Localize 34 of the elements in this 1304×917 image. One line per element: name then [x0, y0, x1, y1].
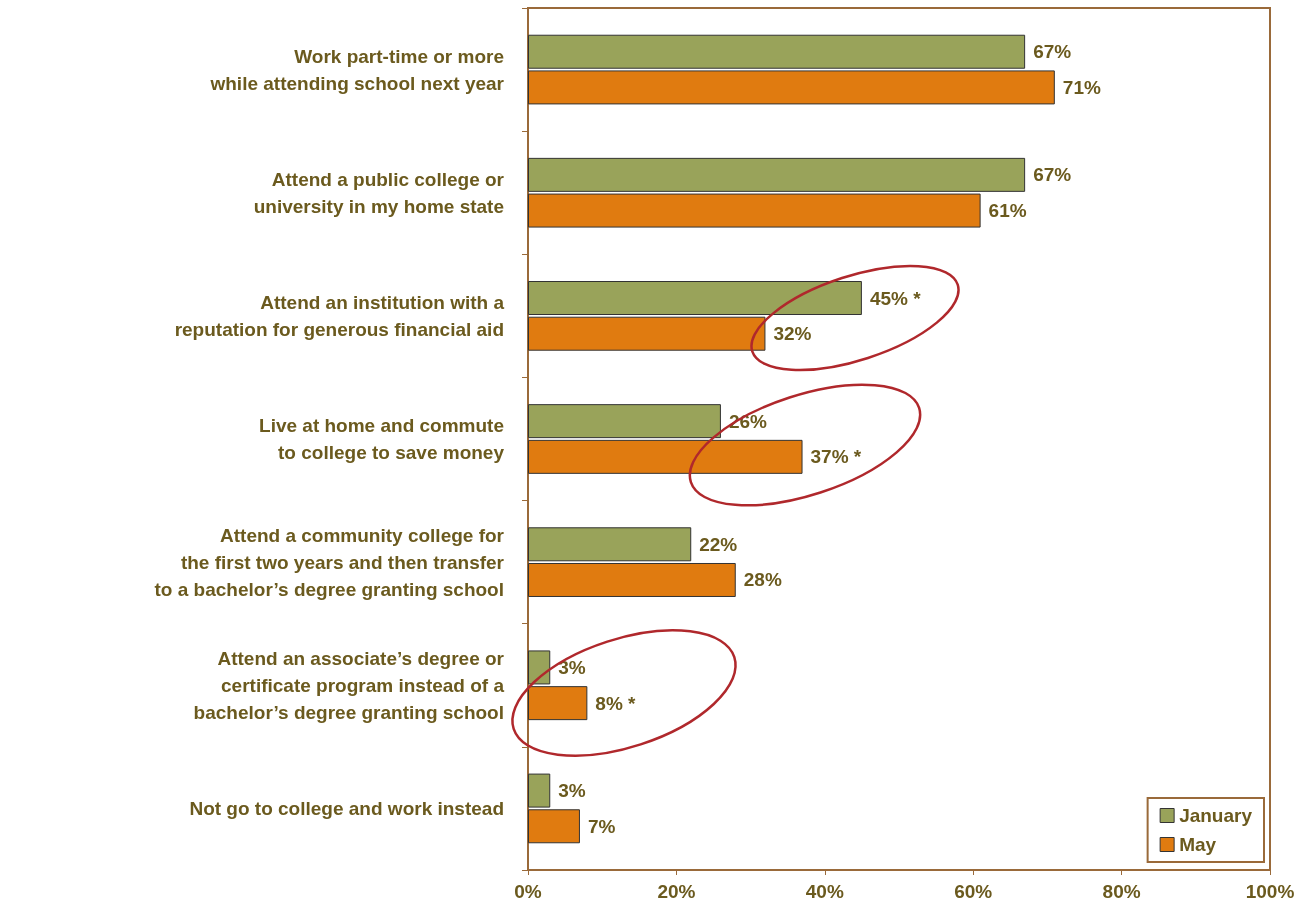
data-label: 3%: [558, 656, 586, 678]
x-tick-label: 0%: [514, 881, 542, 902]
data-label: 8% *: [595, 692, 637, 714]
data-label: 3%: [558, 780, 586, 802]
data-label: 71%: [1062, 76, 1101, 98]
data-label: 67%: [1033, 164, 1072, 186]
data-label: 7%: [587, 815, 616, 837]
bar: [528, 281, 862, 316]
x-tick-label: 80%: [1102, 881, 1141, 902]
bar: [528, 404, 721, 439]
bar: [528, 562, 736, 597]
data-label: 22%: [699, 533, 738, 555]
y-tick-label: Attend an associate’s degree or certificate program instead of a bachelor’s degree granting school: [193, 647, 505, 723]
y-tick-label: Work part-time or more while attending school next year: [209, 45, 505, 94]
data-label: 32%: [773, 323, 812, 345]
y-tick-label: Attend a community college for the first two years and then transfer to a bachelor’s degree granting school: [154, 524, 505, 600]
data-label: 37% *: [810, 446, 862, 468]
x-tick-label: 20%: [657, 881, 696, 902]
y-tick-label: Not go to college and work instead: [189, 797, 504, 819]
bar: [528, 316, 766, 351]
legend-label: January: [1179, 805, 1253, 826]
bar: [528, 527, 692, 562]
data-label: 67%: [1033, 41, 1072, 63]
x-tick-label: 100%: [1245, 881, 1295, 902]
y-tick-label: Live at home and commute to college to save money: [259, 415, 505, 463]
data-label: 28%: [743, 569, 782, 591]
y-tick-label: Attend a public college or university in my home state: [253, 168, 505, 217]
bar: [528, 439, 803, 474]
x-tick-label: 60%: [954, 881, 993, 902]
y-tick-label: Attend an institution with a reputation for generous financial aid: [174, 291, 505, 340]
data-label: 61%: [988, 200, 1027, 222]
data-label: 45% *: [869, 287, 922, 309]
x-tick-label: 40%: [805, 881, 844, 902]
legend-label: May: [1179, 834, 1217, 855]
